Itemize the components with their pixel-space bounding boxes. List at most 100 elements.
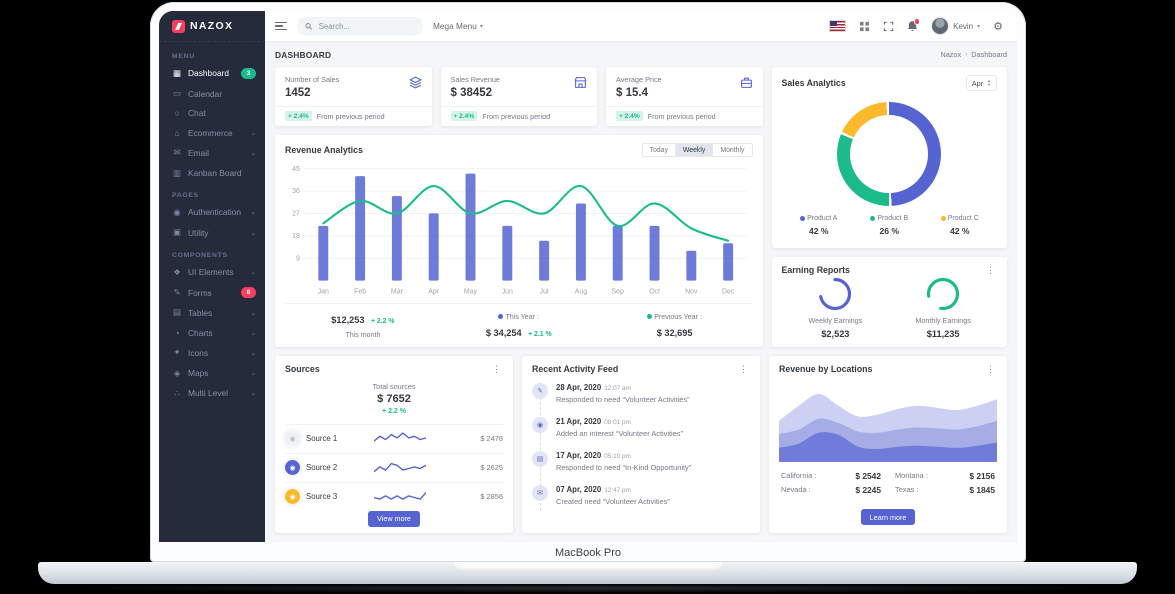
stat-montana: Montana : $ 2156 [895,470,995,481]
source-row-2[interactable]: ◉ Source 2 $ 2625 [285,452,503,482]
sidebar-nav: Menu ▦ Dashboard 3 ▭ Calendar ○ Chat ⌂ E… [159,42,265,542]
utility-icon: ▣ [172,227,182,238]
sidebar-item-label: Kanban Board [188,168,242,179]
sidebar-item-label: Dashboard [188,68,229,79]
chevron-down-icon: ⌄ [250,390,256,398]
locations-stats: California : $ 2542 Montana : $ 2156 Nev… [779,464,997,497]
svg-text:Nov: Nov [685,286,698,295]
brand-logo[interactable]: NAZOX [159,11,265,42]
tab-today[interactable]: Today [641,143,676,157]
legend-dot [800,216,806,221]
monthly-earnings: Monthly Earnings $11,235 [889,276,997,339]
chat-icon: ○ [174,108,180,119]
layers-icon [408,76,422,94]
sidebar-item-dashboard[interactable]: ▦ Dashboard 3 [159,63,265,83]
notification-dot [913,18,921,25]
svg-text:May: May [464,286,478,295]
search-box[interactable] [297,17,423,35]
tab-weekly[interactable]: Weekly [674,143,714,157]
legend-product-a: Product A 42 % [784,215,855,236]
user-icon: ◉ [532,416,548,433]
notifications-bell-icon[interactable] [907,18,921,32]
kebab-menu-icon[interactable]: ⋮ [986,264,995,275]
sidebar-item-label: Tables [188,307,213,318]
sidebar-item-calendar[interactable]: ▭ Calendar [159,83,265,103]
feed-item: ◉ 21 Apr, 2020 08:01 pm Added an interest… [532,416,750,451]
sidebar-item-charts[interactable]: ◔ Charts ⌄ [159,323,265,342]
macbook-notch [452,562,724,571]
legend-dot [940,216,946,221]
mega-menu-button[interactable]: Mega Menu ▾ [433,21,483,31]
source-icon: ◉ [285,489,300,504]
sidebar-item-tables[interactable]: ▤ Tables ⌄ [159,303,265,323]
avatar [931,17,950,35]
chevron-down-icon: ⌄ [250,370,256,378]
user-name: Kevin [953,21,974,31]
language-flag-icon[interactable] [829,20,847,32]
source-sparkline [374,491,427,500]
select-arrows-icon: ▲ ▼ [987,78,991,87]
svg-text:Feb: Feb [354,286,366,295]
nav-section-pages: Pages [172,192,199,200]
weekly-earnings: Weekly Earnings $2,523 [782,276,890,339]
view-more-button[interactable]: View more [368,510,420,527]
source-row-3[interactable]: ◉ Source 3 $ 2856 [285,481,503,511]
calendar-icon: ▭ [172,88,182,99]
stat-california: California : $ 2542 [781,470,881,481]
sidebar-item-label: UI Elements [188,267,234,278]
source-row-1[interactable]: ◉ Source 1 $ 2478 [285,423,503,453]
fullscreen-icon[interactable] [883,21,894,32]
search-input[interactable] [316,20,415,32]
user-menu[interactable]: Kevin ▾ [931,17,980,35]
forms-badge: 8 [241,287,256,299]
breadcrumb-current: Dashboard [971,50,1007,59]
chevron-down-icon: ▾ [977,23,981,30]
sidebar-item-label: Maps [188,368,209,379]
settings-gear-icon[interactable]: ⚙ [993,20,1003,33]
stat-delta-badge: + 2.4% [450,111,478,121]
kebab-menu-icon[interactable]: ⋮ [986,363,995,374]
sidebar-item-maps[interactable]: ◈ Maps ⌄ [159,363,265,383]
main-area: Mega Menu ▾ [265,11,1017,542]
page-header: DASHBOARD Nazox › Dashboard [275,47,1007,62]
menu-toggle-icon[interactable] [275,21,287,31]
breadcrumb: Nazox › Dashboard [940,50,1007,59]
sidebar-item-multi-level[interactable]: ∴ Multi Level ⌄ [159,383,265,403]
apps-grid-icon[interactable] [859,21,870,32]
sidebar-item-label: Icons [188,347,209,358]
feed-item: ✎ 28 Apr, 2020 12:07 am Responded to need… [532,382,750,417]
tab-monthly[interactable]: Monthly [712,143,753,157]
sidebar-item-ui-elements[interactable]: ❖ UI Elements ⌄ [159,262,265,282]
breadcrumb-root[interactable]: Nazox [940,50,962,59]
brand-logo-icon [172,19,185,33]
sidebar-item-utility[interactable]: ▣ Utility ⌄ [159,223,265,243]
sidebar-item-kanban-board[interactable]: ▥ Kanban Board [159,163,265,183]
sales-donut-chart [837,102,942,206]
sidebar-item-authentication[interactable]: ◉ Authentication ⌄ [159,202,265,222]
chevron-down-icon: ⌄ [250,309,256,317]
kebab-menu-icon[interactable]: ⋮ [492,363,501,374]
sidebar-item-label: Multi Level [188,388,229,399]
period-switcher: Today Weekly Monthly [641,143,753,157]
month-select[interactable]: Apr ▲ ▼ [965,75,997,91]
source-icon: ◉ [285,460,300,475]
recent-activity-feed-card: Recent Activity Feed ⋮ ✎ 28 Apr, 2020 12:… [522,355,760,533]
sidebar-item-icons[interactable]: ✦ Icons ⌄ [159,343,265,363]
dashboard-icon: ▦ [172,67,182,78]
sidebar-item-ecommerce[interactable]: ⌂ Ecommerce ⌄ [159,123,265,142]
source-sparkline [374,462,427,472]
sources-title: Sources [285,364,320,374]
svg-text:9: 9 [296,253,300,262]
sidebar-item-forms[interactable]: ✎ Forms 8 [159,282,265,302]
learn-more-button[interactable]: Learn more [860,509,916,525]
sales-analytics-card: Sales Analytics Apr ▲ ▼ [771,67,1007,248]
sidebar-item-chat[interactable]: ○ Chat [159,104,265,123]
briefcase-icon [740,76,753,94]
svg-text:Oct: Oct [649,286,660,295]
sidebar-item-email[interactable]: ✉ Email ⌄ [159,143,265,163]
kebab-menu-icon[interactable]: ⋮ [739,363,748,374]
source-sparkline [374,431,427,442]
stat-delta-badge: + 2.4% [616,111,643,121]
svg-text:Aug: Aug [575,286,587,295]
page-title: DASHBOARD [275,49,332,60]
